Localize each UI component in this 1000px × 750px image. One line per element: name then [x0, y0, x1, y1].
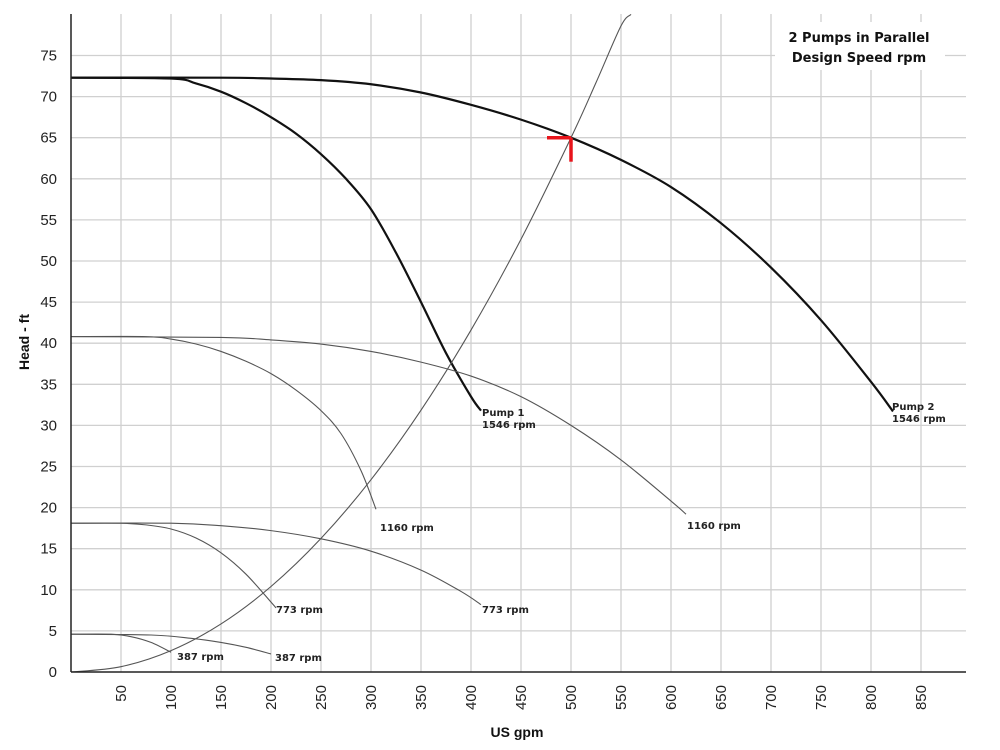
x-tick-label: 250 — [313, 685, 330, 710]
curve-label-pump-1-1546-rpm: Pump 1 — [482, 408, 525, 419]
y-tick-label: 70 — [40, 89, 57, 106]
y-tick-label: 60 — [40, 171, 57, 188]
y-tick-label: 75 — [40, 48, 57, 65]
x-tick-label: 550 — [613, 685, 630, 710]
title-box — [775, 22, 945, 70]
y-tick-label: 0 — [49, 664, 57, 681]
y-tick-label: 35 — [40, 376, 57, 393]
y-tick-label: 30 — [40, 417, 57, 434]
x-tick-label: 450 — [513, 685, 530, 710]
curve-label-pump-2-1546-rpm: Pump 2 — [892, 402, 935, 413]
x-tick-label: 750 — [813, 685, 830, 710]
chart-subtitle: Design Speed rpm — [792, 51, 926, 66]
operating-point-marker — [547, 135, 573, 162]
curve-label-pump-1-1546-rpm: 1546 rpm — [482, 420, 536, 431]
curve-label-1160-rpm-single: 1160 rpm — [380, 523, 434, 534]
y-tick-label: 65 — [40, 130, 57, 147]
x-tick-label: 200 — [263, 685, 280, 710]
x-tick-label: 700 — [763, 685, 780, 710]
y-tick-labels: 0 5 10 15 20 25 30 35 40 45 50 55 60 65 70 75 — [40, 48, 57, 682]
y-tick-label: 25 — [40, 459, 57, 476]
y-tick-label: 15 — [40, 541, 57, 558]
curve-label-1160-rpm-parallel: 1160 rpm — [687, 521, 741, 532]
curve-1160-rpm-single — [70, 335, 377, 510]
y-tick-label: 50 — [40, 253, 57, 270]
y-tick-label: 20 — [40, 500, 57, 517]
curve-system-curve — [70, 13, 632, 673]
y-axis-title: Head - ft — [16, 314, 32, 370]
x-tick-label: 100 — [163, 685, 180, 710]
y-tick-label: 40 — [40, 335, 57, 352]
x-tick-label: 150 — [213, 685, 230, 710]
x-tick-label: 350 — [413, 685, 430, 710]
y-tick-label: 55 — [40, 212, 57, 229]
curve-label-387-rpm-parallel: 387 rpm — [275, 653, 322, 664]
curve-pump-1-1546-rpm — [70, 76, 482, 412]
y-tick-label: 10 — [40, 582, 57, 599]
x-tick-label: 850 — [913, 685, 930, 710]
x-tick-labels: 50 100 150 200 250 300 350 400 450 500 550 600 650 70… — [113, 685, 930, 710]
x-axis-title: US gpm — [491, 724, 544, 740]
curve-label-773-rpm-single: 773 rpm — [276, 605, 323, 616]
x-tick-label: 600 — [663, 685, 680, 710]
x-tick-label: 500 — [563, 685, 580, 710]
curve-773-rpm-parallel — [70, 522, 482, 606]
curve-1160-rpm-parallel — [70, 336, 687, 515]
gridlines — [71, 14, 966, 672]
x-tick-label: 650 — [713, 685, 730, 710]
y-tick-label: 45 — [40, 294, 57, 311]
chart-title: 2 Pumps in Parallel — [788, 31, 929, 46]
x-tick-label: 400 — [463, 685, 480, 710]
curves — [70, 13, 894, 673]
x-tick-label: 800 — [863, 685, 880, 710]
curve-pump-2-1546-rpm — [70, 76, 894, 413]
y-tick-label: 5 — [49, 623, 57, 640]
curve-label-387-rpm-single: 387 rpm — [177, 652, 224, 663]
curve-label-773-rpm-parallel: 773 rpm — [482, 605, 529, 616]
curve-387-rpm-parallel — [70, 633, 272, 655]
x-tick-label: 300 — [363, 685, 380, 710]
x-tick-label: 50 — [113, 685, 130, 702]
curve-label-pump-2-1546-rpm: 1546 rpm — [892, 414, 946, 425]
